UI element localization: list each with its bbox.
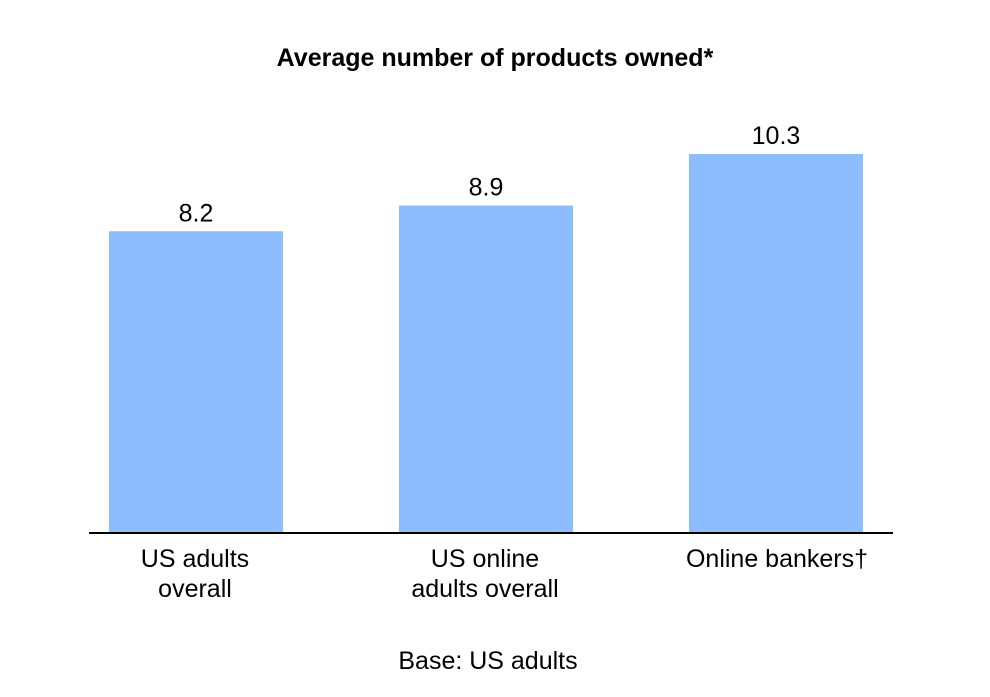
value-label-us-online-adults-overall: 8.9 bbox=[469, 174, 504, 202]
category-label-line: overall bbox=[158, 575, 232, 603]
value-label-online-bankers: 10.3 bbox=[752, 122, 801, 150]
base-note: Base: US adults bbox=[398, 647, 577, 675]
category-labels-group: US adults overall US online adults overall O… bbox=[141, 545, 868, 603]
bar-online-bankers bbox=[689, 154, 863, 533]
bar-us-adults-overall bbox=[109, 231, 283, 533]
category-label-us-adults-overall: US adults overall bbox=[141, 545, 249, 603]
value-label-us-adults-overall: 8.2 bbox=[179, 199, 214, 227]
bars-group bbox=[109, 154, 863, 533]
value-labels-group: 8.2 8.9 10.3 bbox=[179, 122, 801, 227]
bar-us-online-adults-overall bbox=[399, 205, 573, 533]
category-label-us-online-adults-overall: US online adults overall bbox=[411, 545, 558, 603]
chart-title: Average number of products owned* bbox=[277, 44, 714, 72]
category-label-line: adults overall bbox=[411, 575, 558, 603]
category-label-line: US adults bbox=[141, 545, 249, 573]
category-label-line: US online bbox=[431, 545, 539, 573]
category-label-online-bankers: Online bankers† bbox=[686, 545, 868, 573]
category-label-line: Online bankers† bbox=[686, 545, 868, 573]
